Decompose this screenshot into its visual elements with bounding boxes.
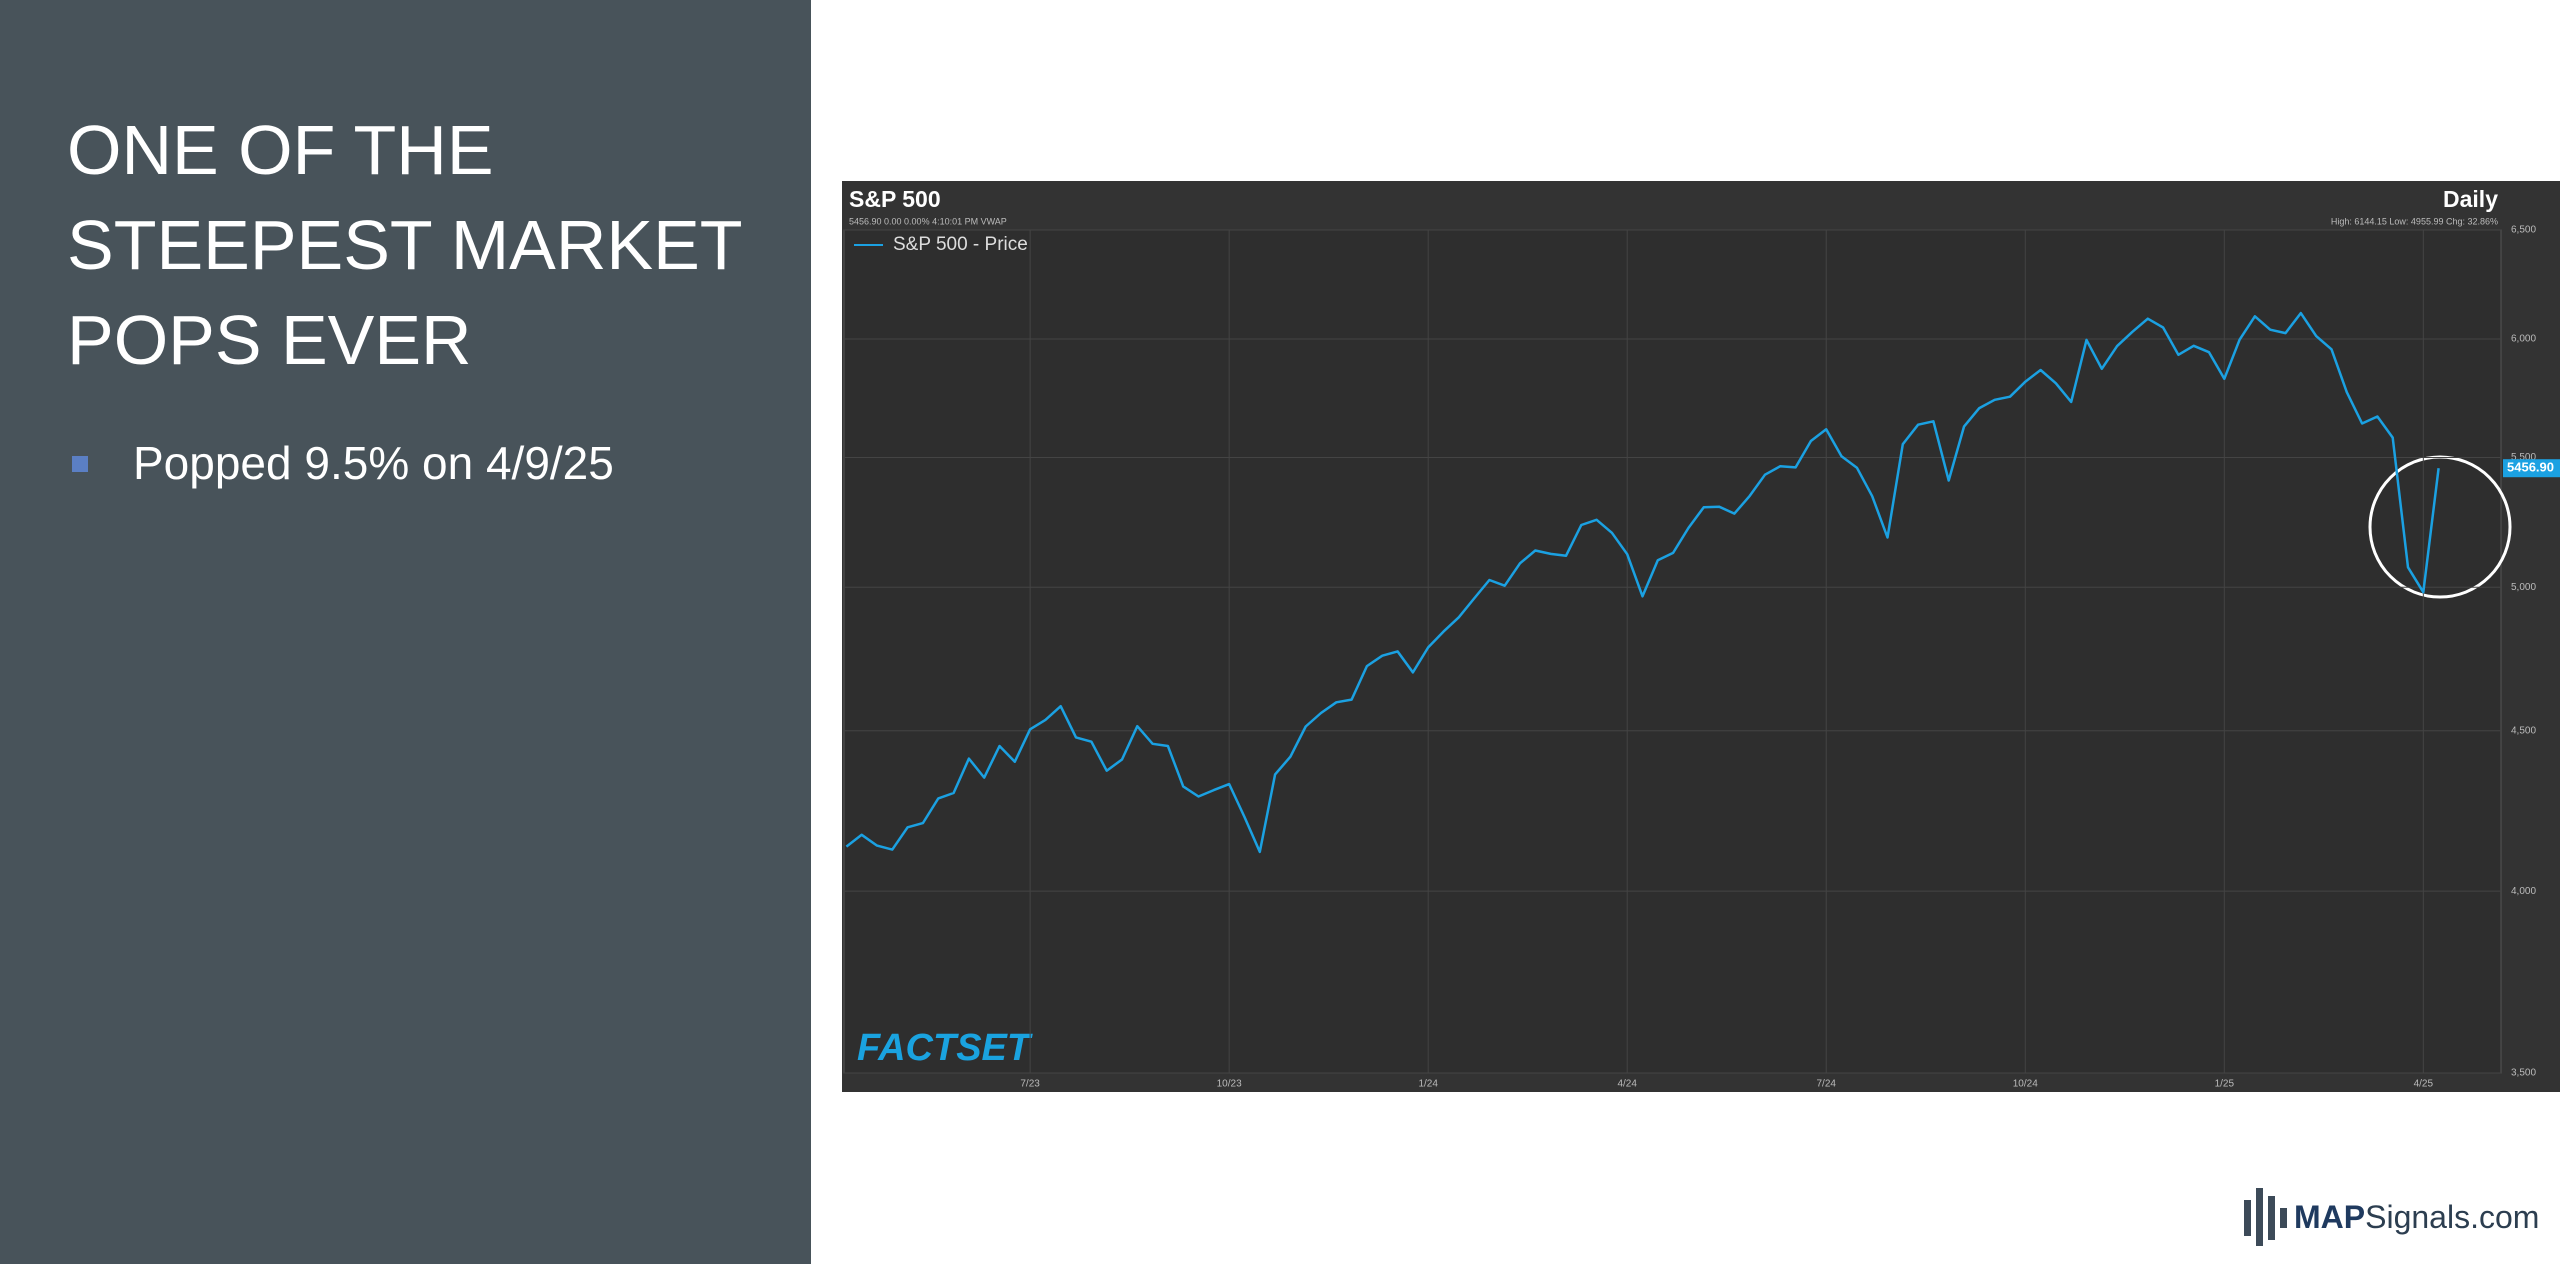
x-tick-label: 4/24 <box>1617 1079 1637 1090</box>
y-tick-label: 5,500 <box>2511 452 2536 463</box>
side-panel: ONE OF THE STEEPEST MARKET POPS EVER Pop… <box>0 0 811 1264</box>
watermark: FACTSET <box>857 1027 1033 1069</box>
logo-rest: Signals.com <box>2365 1199 2539 1235</box>
logo-text: MAPSignals.com <box>2294 1199 2539 1235</box>
x-tick-label: 7/24 <box>1817 1079 1837 1090</box>
logo-bar <box>2280 1208 2287 1228</box>
slide-title: ONE OF THE <box>67 111 494 189</box>
x-tick-label: 1/25 <box>2215 1079 2235 1090</box>
y-tick-label: 5,000 <box>2511 582 2536 593</box>
bullet-marker <box>72 456 88 472</box>
price-tag-label: 5456.90 <box>2507 460 2554 475</box>
x-tick-label: 4/25 <box>2414 1079 2434 1090</box>
x-tick-label: 10/24 <box>2013 1079 2038 1090</box>
chart-title: S&P 500 <box>849 186 941 212</box>
logo-bar <box>2244 1200 2251 1236</box>
y-tick-label: 4,500 <box>2511 725 2536 736</box>
y-tick-label: 6,500 <box>2511 225 2536 236</box>
y-tick-label: 3,500 <box>2511 1068 2536 1079</box>
price-tag <box>2503 459 2560 478</box>
x-tick-label: 1/24 <box>1418 1079 1438 1090</box>
stats-line: High: 6144.15 Low: 4955.99 Chg: 32.86% <box>2331 216 2498 226</box>
logo-bold: MAP <box>2294 1199 2365 1235</box>
bullet-text: Popped 9.5% on 4/9/25 <box>133 437 614 489</box>
logo-bar <box>2256 1188 2263 1246</box>
logo-bar <box>2268 1196 2275 1240</box>
logo-icon <box>2244 1188 2287 1246</box>
slide-title: POPS EVER <box>67 301 472 379</box>
legend-label: S&P 500 - Price <box>893 234 1028 255</box>
price-line <box>845 311 2440 854</box>
quote-line: 5456.90 0.00 0.00% 4:10:01 PM VWAP <box>849 216 1007 226</box>
x-tick-label: 7/23 <box>1020 1079 1040 1090</box>
frequency: Daily <box>2443 186 2498 212</box>
slide-title: STEEPEST MARKET <box>67 206 743 284</box>
y-tick-label: 6,000 <box>2511 334 2536 345</box>
y-tick-label: 4,000 <box>2511 886 2536 897</box>
x-tick-label: 10/23 <box>1217 1079 1242 1090</box>
plot-area <box>843 229 2502 1074</box>
